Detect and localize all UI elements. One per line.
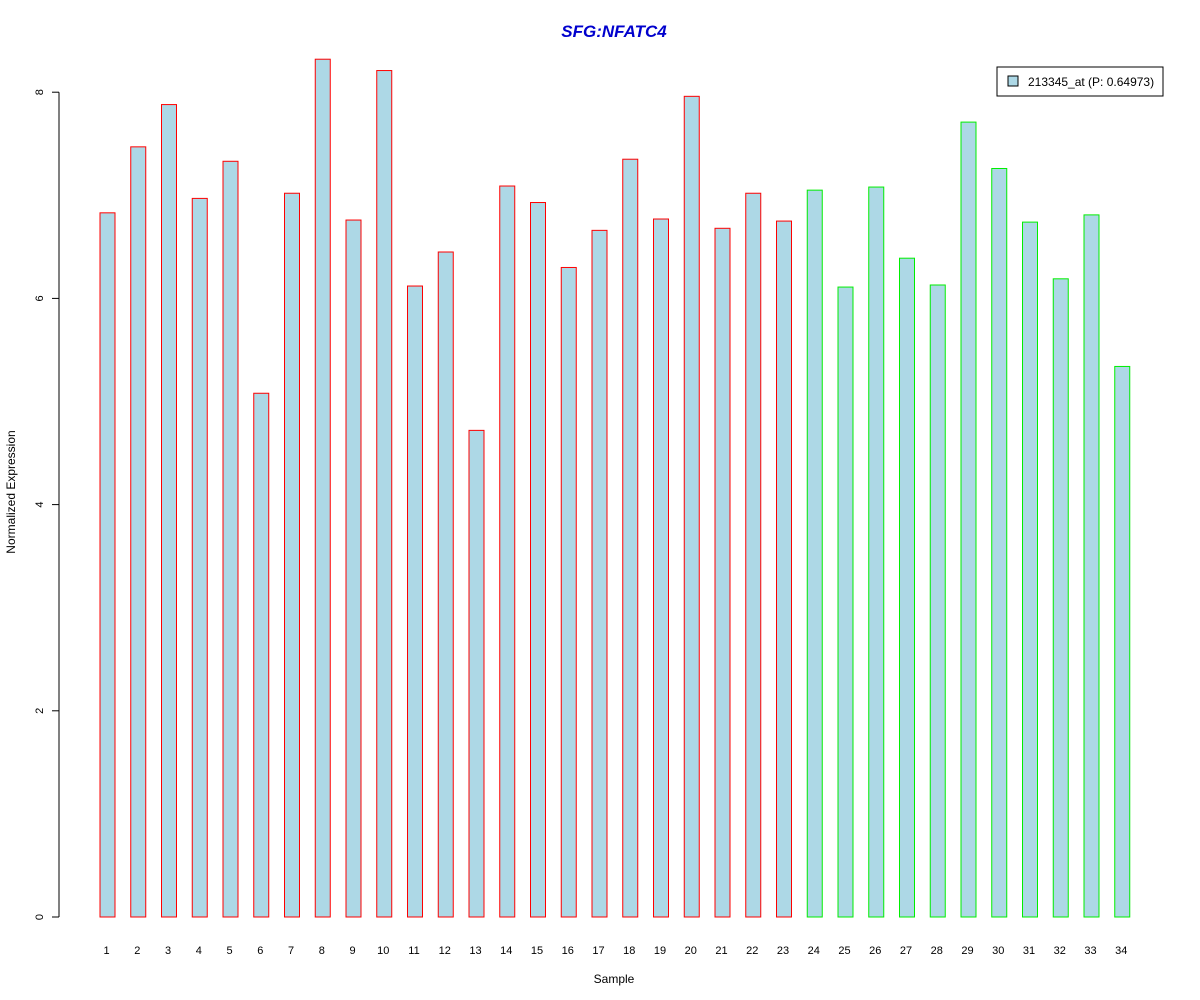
legend-label: 213345_at (P: 0.64973) [1028,75,1154,89]
bar [407,285,423,918]
bar [191,197,208,918]
bars-group [99,58,1131,918]
bar [1114,365,1131,918]
bar [222,160,239,918]
x-tick-label: 33 [1084,945,1096,957]
x-tick-label: 20 [685,945,697,957]
bar [683,95,700,918]
y-tick-label: 4 [34,502,46,508]
x-tick-label: 12 [439,945,451,957]
x-tick-label: 2 [134,945,140,957]
x-tick-label: 1 [103,945,109,957]
bar [622,158,639,918]
x-tick-label: 18 [623,945,635,957]
bar [1083,214,1100,918]
x-tick-label: 11 [408,945,419,957]
x-tick-label: 17 [592,945,604,957]
x-tick-label: 9 [349,945,355,957]
x-tick-label: 23 [777,945,789,957]
x-tick-label: 24 [808,945,820,957]
x-tick-label: 34 [1115,945,1127,957]
y-axis-label: Normalized Expression [4,430,18,553]
x-tick-labels: 1 2 3 4 5 6 7 8 9 10 11 12 13 14 15 16 17 18 19 20 21 22 23 24 2… [103,945,1127,957]
bar [1052,278,1069,918]
bar [806,189,823,918]
x-tick-label: 32 [1054,945,1066,957]
x-tick-label: 22 [746,945,758,957]
bar [837,286,854,918]
bar [991,167,1008,918]
x-tick-label: 13 [469,945,481,957]
x-tick-label: 14 [500,945,512,957]
bar [376,70,393,918]
x-tick-label: 3 [165,945,171,957]
legend-swatch [1007,75,1019,87]
x-tick-label: 28 [931,945,943,957]
bar [130,146,147,918]
x-tick-label: 30 [992,945,1004,957]
y-axis: 0 2 4 6 8 [34,89,60,920]
x-tick-label: 21 [715,945,727,957]
bar [745,192,762,918]
bar [530,202,546,918]
x-tick-label: 26 [869,945,881,957]
x-tick-label: 19 [654,945,666,957]
bar [253,392,270,918]
bar [960,121,977,918]
x-tick-label: 4 [196,945,202,957]
bar [99,212,116,918]
x-tick-label: 15 [531,945,543,957]
y-tick-label: 6 [34,295,46,301]
legend: 213345_at (P: 0.64973) [996,66,1164,97]
bar [868,186,885,918]
x-tick-label: 5 [226,945,232,957]
chart-title: SFG:NFATC4 [561,22,667,41]
bar [929,284,946,918]
x-tick-label: 6 [257,945,263,957]
x-tick-label: 7 [288,945,294,957]
x-tick-label: 25 [838,945,850,957]
bar [776,220,792,918]
x-tick-label: 31 [1023,945,1035,957]
bar [1022,221,1038,918]
x-tick-label: 16 [562,945,574,957]
bar [591,229,608,918]
bar [714,227,731,918]
bar [345,219,362,918]
x-tick-label: 8 [319,945,325,957]
x-tick-label: 29 [961,945,973,957]
x-tick-label: 27 [900,945,912,957]
x-tick-label: 10 [377,945,389,957]
y-tick-label: 8 [34,89,46,95]
bar [560,266,577,918]
bar [899,257,915,918]
bar [468,429,485,918]
bar [499,185,516,918]
y-tick-label: 2 [34,708,46,714]
x-axis-label: Sample [594,972,635,986]
bar [437,251,454,918]
bar [284,192,300,918]
bar [161,104,177,918]
bar [314,58,331,918]
legend-box [996,66,1164,97]
bar [653,218,669,918]
y-tick-label: 0 [34,914,46,920]
